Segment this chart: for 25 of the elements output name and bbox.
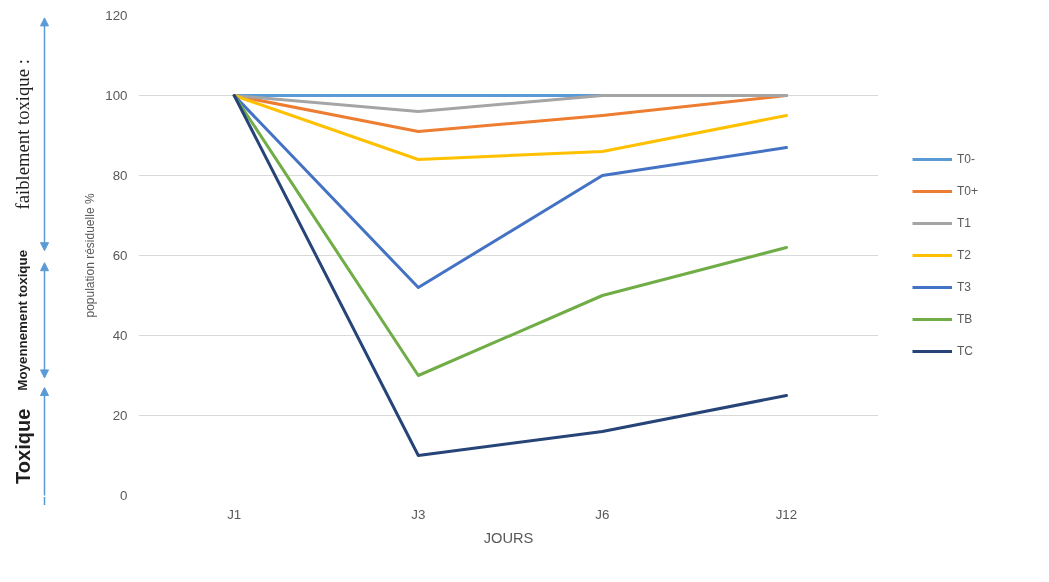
y-tick-label: 40: [112, 328, 128, 343]
legend-label: T3: [956, 280, 972, 294]
y-tick-label: 20: [112, 408, 128, 423]
y-tick-label: 60: [112, 248, 128, 263]
x-tick-label: J12: [775, 506, 798, 522]
x-tick-label: J1: [227, 506, 242, 522]
x-tick-label: J3: [411, 506, 426, 522]
text: Moyennement toxique: [15, 249, 31, 391]
line-series: [232, 94, 788, 161]
legend-label: T2: [956, 248, 972, 262]
text: faiblement toxique :: [12, 59, 34, 210]
legend-label: T0-: [956, 152, 976, 166]
x-axis-title: JOURS: [483, 529, 534, 546]
y-tick-label: 120: [105, 8, 128, 23]
legend-label: TC: [956, 344, 974, 358]
legend-label: TB: [956, 312, 974, 326]
legend-label: T1: [956, 216, 972, 230]
x-tick-label: J6: [595, 506, 610, 522]
line-series: [232, 94, 788, 457]
text: Toxique: [11, 408, 34, 484]
y-axis-title: population résiduelle %: [83, 193, 98, 318]
legend-label: T0+: [956, 184, 978, 198]
y-tick-label: 0: [120, 488, 128, 503]
y-tick-label: 100: [105, 88, 128, 103]
y-tick-label: 80: [112, 168, 128, 183]
